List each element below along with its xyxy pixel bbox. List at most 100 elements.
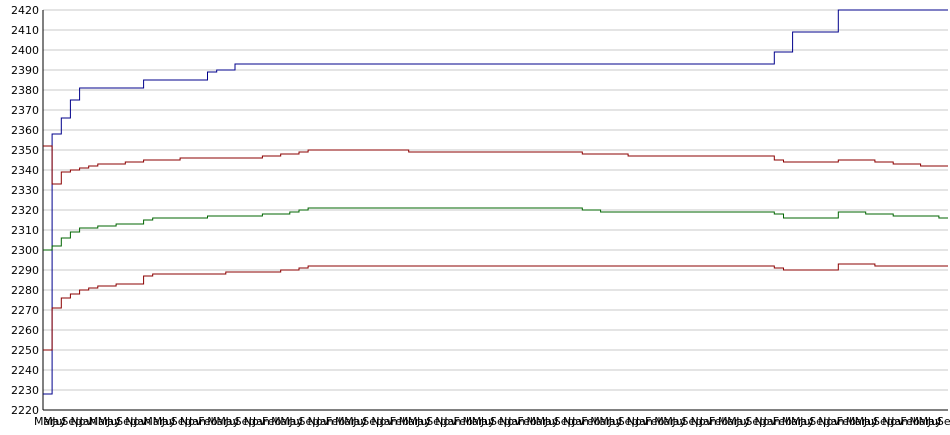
x-tick-label: Sep <box>116 415 137 428</box>
x-tick-label: Mar <box>527 415 548 428</box>
x-tick-label: Jan <box>890 415 908 428</box>
x-tick-label: Nov <box>755 415 777 428</box>
x-tick-label: Sep <box>299 415 320 428</box>
x-tick-label: Jan <box>188 415 206 428</box>
x-tick-label: May <box>599 415 622 428</box>
x-tick-label: Sep <box>61 415 82 428</box>
x-tick-label: Jul <box>608 415 622 428</box>
x-tick-label: Jul <box>671 415 685 428</box>
x-tick-label: May <box>43 415 66 428</box>
x-tick-label: Sep <box>618 415 639 428</box>
x-tick-label: Sep <box>171 415 192 428</box>
x-tick-label: May <box>408 415 431 428</box>
x-tick-label: Nov <box>435 415 457 428</box>
x-tick-label: Feb <box>390 415 409 428</box>
x-tick-label: Mar <box>143 415 164 428</box>
x-tick-label: May <box>855 415 878 428</box>
x-tick-label: May <box>153 415 176 428</box>
x-tick-label: Nov <box>499 415 521 428</box>
y-tick-label: 2290 <box>11 264 39 277</box>
x-tick-label: Nov <box>818 415 840 428</box>
x-tick-label: Jan <box>79 415 97 428</box>
x-tick-label: May <box>663 415 686 428</box>
x-tick-label: May <box>791 415 814 428</box>
x-tick-label: Jan <box>443 415 461 428</box>
x-tick-label: Jan <box>380 415 398 428</box>
y-tick-label: 2250 <box>11 344 39 357</box>
x-tick-label: Feb <box>581 415 600 428</box>
y-tick-label: 2420 <box>11 4 39 17</box>
axes <box>42 10 948 411</box>
x-tick-label: Feb <box>198 415 217 428</box>
y-tick-label: 2310 <box>11 224 39 237</box>
x-tick-label: Jan <box>635 415 653 428</box>
x-tick-label: Jul <box>161 415 175 428</box>
series-line-3 <box>43 207 948 251</box>
y-tick-label: 2380 <box>11 84 39 97</box>
x-tick-label: Feb <box>326 415 345 428</box>
y-tick-label: 2270 <box>11 304 39 317</box>
x-tick-label: May <box>536 415 559 428</box>
series-line-2 <box>43 145 948 185</box>
y-tick-label: 2260 <box>11 324 39 337</box>
x-tick-label: Nov <box>691 415 713 428</box>
x-tick-label: Mar <box>89 415 110 428</box>
y-tick-label: 2320 <box>11 204 39 217</box>
x-tick-label: Mar <box>34 415 55 428</box>
x-tick-label: Jan <box>763 415 781 428</box>
x-tick-label: Nov <box>180 415 202 428</box>
y-tick-label: 2230 <box>11 384 39 397</box>
x-tick-label: Jan <box>571 415 589 428</box>
x-tick-label: Jul <box>544 415 558 428</box>
y-tick-label: 2400 <box>11 44 39 57</box>
x-tick-label: Mar <box>846 415 867 428</box>
y-tick-label: 2410 <box>11 24 39 37</box>
grid-lines <box>43 9 948 411</box>
x-tick-label: Jul <box>225 415 239 428</box>
x-tick-label: Feb <box>454 415 473 428</box>
y-tick-label: 2390 <box>11 64 39 77</box>
x-tick-label: May <box>472 415 495 428</box>
x-tick-label: Jul <box>863 415 877 428</box>
x-tick-label: Feb <box>645 415 664 428</box>
y-tick-label: 2300 <box>11 244 39 257</box>
x-tick-label: Jul <box>51 415 65 428</box>
x-tick-label: Nov <box>71 415 93 428</box>
x-tick-label: Mar <box>782 415 803 428</box>
x-tick-label: Sep <box>937 415 950 428</box>
x-tick-label: Nov <box>371 415 393 428</box>
x-tick-label: Jan <box>826 415 844 428</box>
x-tick-label: Mar <box>654 415 675 428</box>
series-line-1 <box>43 9 948 395</box>
x-tick-label: Sep <box>809 415 830 428</box>
x-tick-label: Sep <box>426 415 447 428</box>
x-tick-label: Mar <box>718 415 739 428</box>
x-tick-label: Mar <box>463 415 484 428</box>
y-tick-label: 2220 <box>11 404 39 417</box>
x-tick-label: Feb <box>773 415 792 428</box>
x-tick-label: Sep <box>490 415 511 428</box>
x-tick-label: Sep <box>554 415 575 428</box>
x-tick-label: Jan <box>252 415 270 428</box>
x-tick-label: Jul <box>288 415 302 428</box>
x-tick-label: Mar <box>207 415 228 428</box>
x-tick-label: Sep <box>873 415 894 428</box>
x-tick-label: Jul <box>352 415 366 428</box>
x-tick-label: Nov <box>125 415 147 428</box>
x-tick-label: Mar <box>271 415 292 428</box>
series-group <box>43 9 948 395</box>
y-tick-label: 2360 <box>11 124 39 137</box>
x-tick-label: May <box>727 415 750 428</box>
y-tick-label: 2350 <box>11 144 39 157</box>
y-tick-label: 2340 <box>11 164 39 177</box>
y-tick-label: 2330 <box>11 184 39 197</box>
x-tick-label: Mar <box>335 415 356 428</box>
x-tick-label: May <box>98 415 121 428</box>
x-tick-label: Jul <box>106 415 120 428</box>
x-tick-label: Nov <box>308 415 330 428</box>
x-tick-label: May <box>344 415 367 428</box>
x-tick-label: Jul <box>480 415 494 428</box>
x-tick-label: Sep <box>682 415 703 428</box>
x-tick-label: Feb <box>900 415 919 428</box>
